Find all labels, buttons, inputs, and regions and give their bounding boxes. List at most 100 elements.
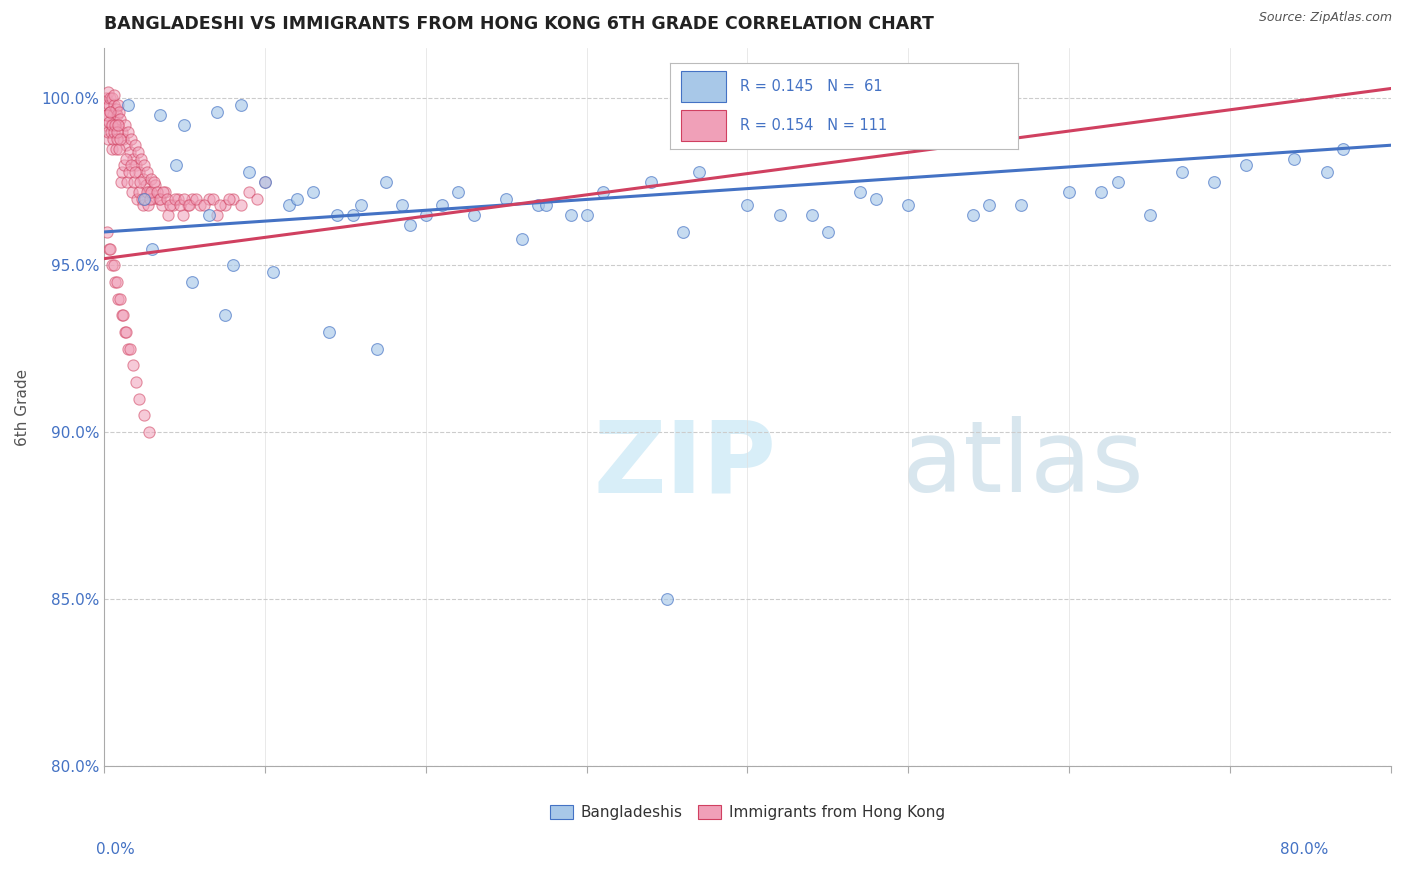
- Point: [153, 185, 176, 199]
- Point: [125, 192, 148, 206]
- Point: [120, 131, 142, 145]
- Point: [111, 125, 134, 139]
- Point: [262, 265, 284, 279]
- Point: [146, 185, 169, 199]
- Point: [103, 98, 125, 112]
- Point: [139, 192, 162, 206]
- Point: [214, 198, 236, 212]
- Text: Source: ZipAtlas.com: Source: ZipAtlas.com: [1258, 11, 1392, 24]
- Point: [121, 185, 143, 199]
- Point: [108, 292, 131, 306]
- Point: [173, 192, 195, 206]
- Point: [229, 98, 252, 112]
- Text: 0.0%: 0.0%: [96, 842, 135, 856]
- Point: [229, 198, 252, 212]
- Point: [156, 192, 179, 206]
- Point: [96, 225, 118, 239]
- Point: [97, 242, 120, 256]
- Point: [962, 208, 984, 222]
- Point: [108, 131, 131, 145]
- Point: [104, 275, 127, 289]
- Point: [103, 88, 125, 103]
- Point: [145, 178, 167, 193]
- Point: [105, 125, 128, 139]
- Point: [817, 225, 839, 239]
- Point: [134, 409, 156, 423]
- Point: [318, 325, 340, 339]
- Point: [134, 158, 156, 172]
- Point: [108, 112, 131, 126]
- Point: [181, 192, 204, 206]
- Point: [100, 118, 122, 132]
- Point: [165, 158, 187, 172]
- Point: [510, 232, 533, 246]
- Point: [107, 292, 129, 306]
- Point: [253, 175, 276, 189]
- Point: [101, 91, 124, 105]
- Point: [100, 242, 122, 256]
- Point: [800, 208, 823, 222]
- Point: [205, 104, 228, 119]
- Point: [1107, 175, 1129, 189]
- Point: [221, 192, 243, 206]
- Point: [112, 158, 135, 172]
- Point: [1171, 165, 1194, 179]
- Point: [118, 342, 141, 356]
- Point: [897, 198, 920, 212]
- Point: [326, 208, 349, 222]
- Point: [108, 104, 131, 119]
- Point: [105, 275, 128, 289]
- Point: [238, 185, 260, 199]
- Point: [127, 145, 149, 159]
- Text: 80.0%: 80.0%: [1281, 842, 1329, 856]
- Point: [374, 175, 396, 189]
- Point: [135, 178, 157, 193]
- Point: [105, 108, 128, 122]
- Point: [128, 165, 150, 179]
- Point: [129, 175, 152, 189]
- Point: [221, 258, 243, 272]
- Point: [640, 175, 662, 189]
- Point: [138, 425, 160, 440]
- Point: [1234, 158, 1257, 172]
- Point: [149, 108, 172, 122]
- Point: [184, 192, 207, 206]
- Point: [97, 125, 120, 139]
- Point: [253, 175, 276, 189]
- Point: [131, 171, 153, 186]
- Point: [141, 192, 163, 206]
- Point: [122, 175, 145, 189]
- Point: [96, 131, 118, 145]
- Point: [172, 208, 194, 222]
- Point: [865, 192, 887, 206]
- Point: [415, 208, 437, 222]
- Point: [173, 118, 195, 132]
- Point: [100, 125, 122, 139]
- Point: [101, 108, 124, 122]
- Point: [150, 198, 173, 212]
- Point: [98, 91, 121, 105]
- Point: [112, 309, 135, 323]
- Point: [208, 198, 231, 212]
- Legend: Bangladeshis, Immigrants from Hong Kong: Bangladeshis, Immigrants from Hong Kong: [544, 799, 950, 826]
- Point: [103, 258, 125, 272]
- Point: [162, 198, 184, 212]
- Point: [350, 198, 373, 212]
- Point: [737, 198, 759, 212]
- Point: [197, 208, 219, 222]
- Point: [141, 185, 163, 199]
- Point: [655, 592, 678, 607]
- Point: [246, 192, 269, 206]
- Point: [122, 152, 145, 166]
- Point: [115, 325, 138, 339]
- Point: [977, 198, 1000, 212]
- Point: [107, 98, 129, 112]
- Point: [366, 342, 388, 356]
- Point: [159, 198, 181, 212]
- Point: [129, 152, 152, 166]
- Point: [97, 98, 120, 112]
- Point: [107, 118, 129, 132]
- Point: [575, 208, 598, 222]
- Point: [218, 192, 240, 206]
- Point: [167, 192, 190, 206]
